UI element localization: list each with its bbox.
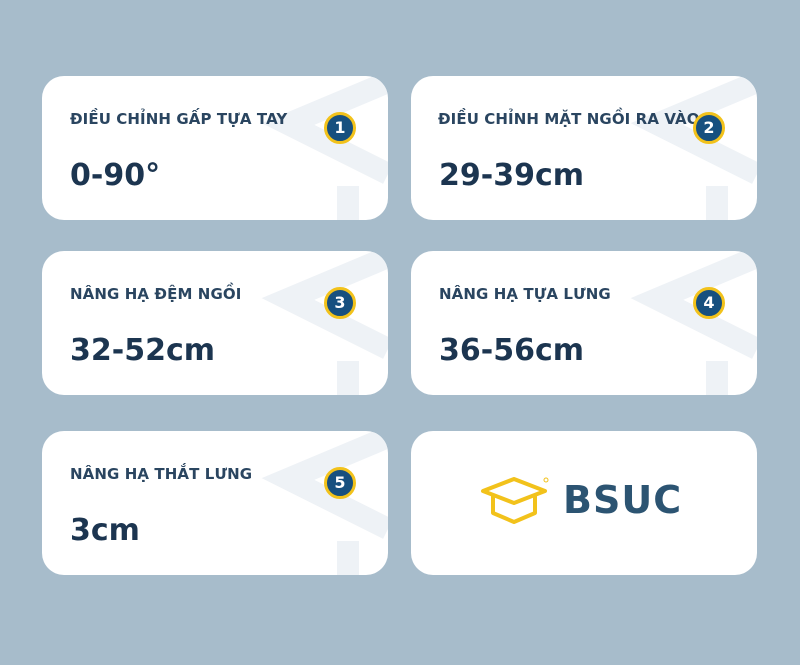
chair-outline-decoration [630,251,757,395]
number-badge: 4 [693,287,725,319]
number-badge: 3 [324,287,356,319]
spec-title: NÂNG HẠ THẮT LƯNG [70,465,253,483]
chair-outline-decoration [630,76,757,220]
chair-outline-decoration [261,251,388,395]
spec-card: ĐIỀU CHỈNH MẶT NGỒI RA VÀO 29-39cm 2 [411,76,757,220]
spec-title: ĐIỀU CHỈNH GẤP TỰA TAY [70,110,288,128]
spec-value: 36-56cm [439,333,584,368]
brand-card: BSUC [411,431,757,575]
spec-value: 29-39cm [439,158,584,193]
logo-text: BSUC [563,478,683,522]
spec-card: NÂNG HẠ TỰA LƯNG 36-56cm 4 [411,251,757,395]
number-badge: 1 [324,112,356,144]
number-badge: 2 [693,112,725,144]
spec-title: NÂNG HẠ TỰA LƯNG [439,285,611,303]
spec-card: NÂNG HẠ ĐỆM NGỒI 32-52cm 3 [42,251,388,395]
spec-value: 3cm [70,513,140,548]
spec-title: ĐIỀU CHỈNH MẶT NGỒI RA VÀO [438,110,700,128]
spec-value: 0-90° [70,158,161,193]
graduation-cap-icon [481,477,549,524]
spec-card: NÂNG HẠ THẮT LƯNG 3cm 5 [42,431,388,575]
spec-value: 32-52cm [70,333,215,368]
number-badge: 5 [324,467,356,499]
chair-outline-decoration [261,431,388,575]
spec-title: NÂNG HẠ ĐỆM NGỒI [70,285,242,303]
bsuc-logo: BSUC [479,475,682,525]
spec-card: ĐIỀU CHỈNH GẤP TỰA TAY 0-90° 1 [42,76,388,220]
chair-outline-decoration [261,76,388,220]
